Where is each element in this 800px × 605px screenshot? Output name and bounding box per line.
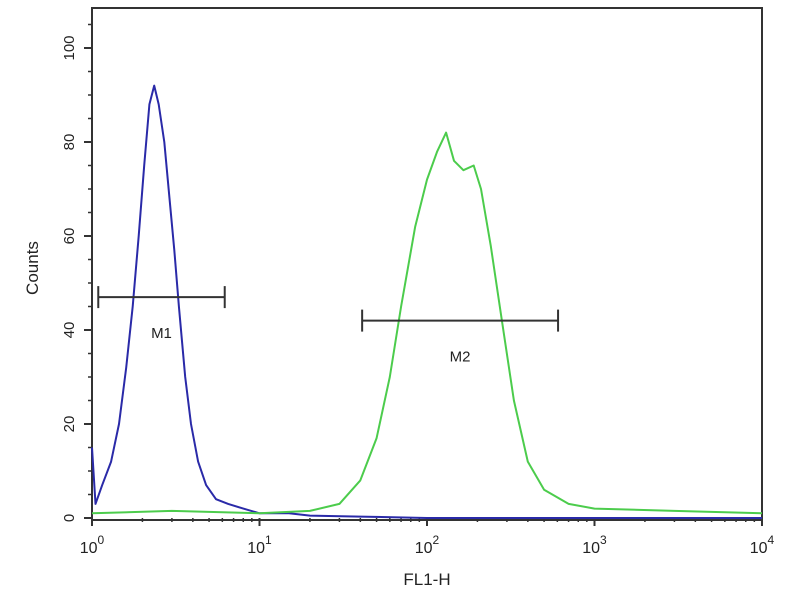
marker-label: M1 xyxy=(151,325,172,342)
histogram-series-1 xyxy=(91,84,762,519)
y-tick-label: 0 xyxy=(61,514,78,522)
y-tick-label: 20 xyxy=(61,416,78,433)
y-tick-label: 40 xyxy=(61,322,78,339)
x-tick-label: 102 xyxy=(415,533,440,557)
y-tick-label: 80 xyxy=(61,134,78,151)
histogram-series-2 xyxy=(91,131,763,515)
x-tick-label: 100 xyxy=(80,533,105,557)
plot-frame xyxy=(91,7,763,521)
x-axis-label: FL1-H xyxy=(403,570,450,589)
y-tick-label: 60 xyxy=(61,228,78,245)
x-tick-label: 101 xyxy=(247,533,272,557)
marker-label: M2 xyxy=(450,349,471,366)
y-axis-label: Counts xyxy=(23,241,42,295)
x-tick-label: 103 xyxy=(582,533,607,557)
y-tick-label: 100 xyxy=(61,35,78,60)
x-tick-label: 104 xyxy=(750,533,775,557)
